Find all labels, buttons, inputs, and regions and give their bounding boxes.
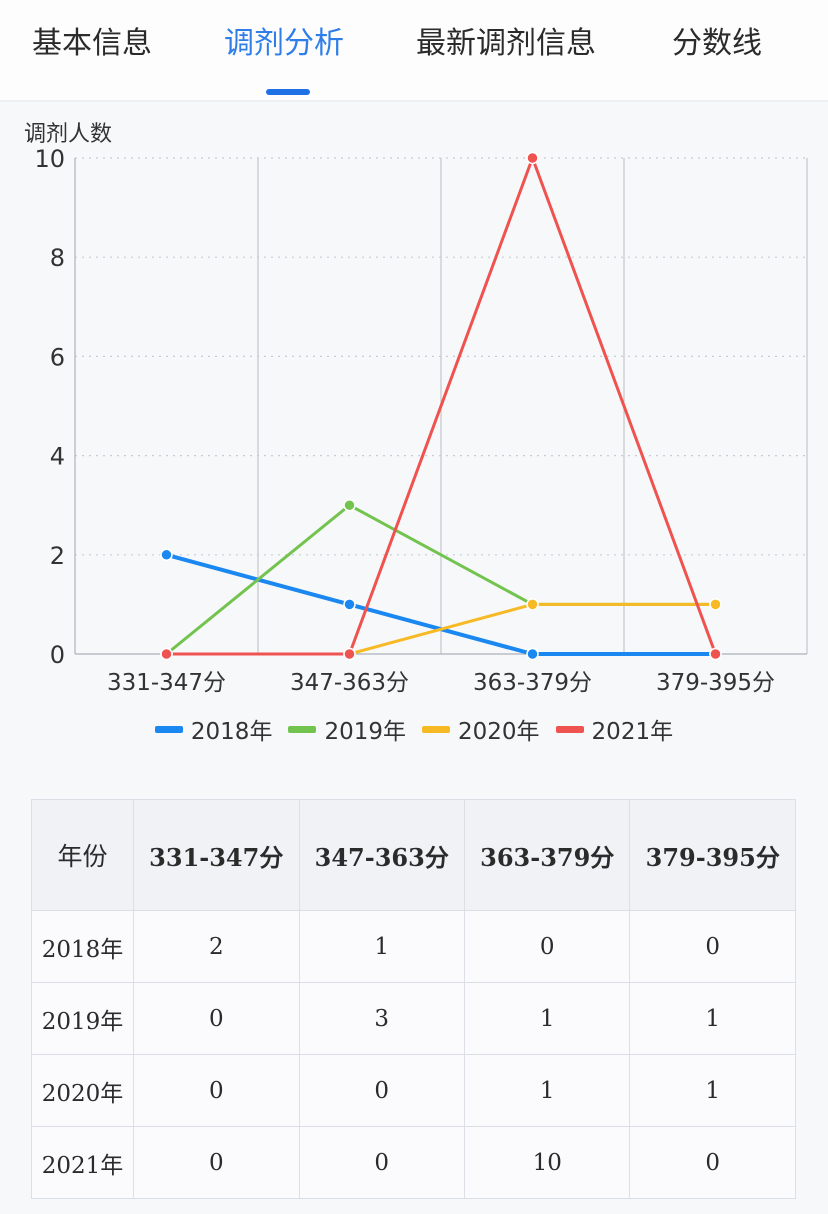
- count-cell: 1: [463, 1054, 631, 1127]
- x-tick-label: 363-379分: [473, 670, 592, 696]
- count-cell: 0: [629, 910, 796, 983]
- legend-item[interactable]: 2021年: [555, 712, 674, 746]
- count-cell: 0: [298, 1054, 465, 1127]
- data-point: [526, 151, 539, 165]
- x-tick-label: 379-395分: [656, 670, 775, 696]
- table-row: 2021年 0 0 10 0: [30, 1126, 796, 1199]
- count-cell: 1: [463, 982, 631, 1055]
- chart-legend: 2018年 2019年 2020年 2021年: [0, 712, 828, 746]
- active-tab-indicator: [266, 89, 310, 95]
- chart-plot: 0 2 4 6 8 10 331-347分 347-363分 363-379分 379-395分: [34, 145, 808, 696]
- legend-swatch-icon: [154, 725, 183, 733]
- count-cell: 2: [133, 910, 300, 983]
- year-cell: 2018年: [30, 910, 135, 983]
- y-tick-label: 0: [50, 641, 65, 669]
- data-point: [709, 647, 722, 661]
- tab-adjustment-analysis[interactable]: 调剂分析: [224, 26, 344, 61]
- data-point: [343, 598, 356, 611]
- series-line-2021年: [166, 156, 717, 656]
- data-point: [343, 498, 356, 512]
- data-point: [526, 598, 539, 611]
- tab-score-line[interactable]: 分数线: [672, 26, 762, 61]
- y-tick-label: 2: [50, 542, 65, 570]
- y-tick-label: 6: [50, 343, 65, 371]
- legend-swatch-icon: [555, 725, 584, 733]
- x-tick-label: 347-363分: [290, 670, 409, 696]
- count-cell: 1: [629, 982, 796, 1055]
- legend-item[interactable]: 2020年: [422, 712, 540, 746]
- year-cell: 2021年: [30, 1126, 135, 1199]
- legend-swatch-icon: [422, 725, 450, 733]
- legend-item[interactable]: 2019年: [288, 712, 406, 746]
- count-cell: 0: [133, 1126, 300, 1199]
- legend-item[interactable]: 2018年: [154, 712, 273, 746]
- header-year: 年份: [30, 799, 135, 911]
- table-row: 2020年 0 0 1 1: [30, 1054, 796, 1127]
- tab-latest-adjustment-info[interactable]: 最新调剂信息: [416, 26, 596, 61]
- header-range: 331-347分: [133, 799, 300, 911]
- header-range: 363-379分: [463, 799, 631, 911]
- year-cell: 2019年: [30, 982, 135, 1055]
- data-point: [526, 647, 539, 661]
- y-tick-label: 10: [34, 145, 65, 173]
- data-point: [160, 548, 173, 562]
- legend-swatch-icon: [288, 725, 317, 733]
- legend-label: 2020年: [458, 719, 540, 745]
- data-point: [709, 598, 722, 611]
- count-cell: 1: [629, 1054, 796, 1127]
- legend-label: 2018年: [190, 719, 273, 745]
- y-tick-label: 8: [50, 244, 65, 272]
- legend-label: 2021年: [591, 719, 674, 745]
- y-tick-label: 4: [50, 443, 65, 471]
- x-tick-label: 331-347分: [107, 670, 226, 696]
- table-row: 2018年 2 1 0 0: [30, 910, 796, 983]
- count-cell: 0: [629, 1126, 796, 1199]
- count-cell: 3: [298, 982, 465, 1055]
- header-range: 379-395分: [629, 799, 796, 911]
- table-header-row: 年份 331-347分 347-363分 363-379分 379-395分: [30, 799, 796, 911]
- tab-bar: 基本信息 调剂分析 最新调剂信息 分数线: [0, 0, 828, 102]
- year-cell: 2020年: [30, 1054, 135, 1127]
- table-row: 2019年 0 3 1 1: [30, 982, 796, 1055]
- count-cell: 0: [133, 982, 300, 1055]
- legend-label: 2019年: [324, 719, 406, 745]
- data-table: 年份 331-347分 347-363分 363-379分 379-395分 2…: [30, 799, 796, 1199]
- header-range: 347-363分: [298, 799, 465, 911]
- line-chart: 调剂人数 0 2 4 6 8 10 331-347分 347-363分 363-379分 379-…: [0, 102, 828, 772]
- count-cell: 0: [298, 1126, 465, 1199]
- count-cell: 10: [463, 1126, 631, 1199]
- data-point: [343, 647, 356, 661]
- count-cell: 0: [463, 910, 631, 983]
- count-cell: 0: [133, 1054, 300, 1127]
- data-point: [160, 647, 173, 661]
- count-cell: 1: [298, 910, 465, 983]
- tab-basic-info[interactable]: 基本信息: [32, 26, 152, 61]
- y-axis-title: 调剂人数: [24, 122, 113, 147]
